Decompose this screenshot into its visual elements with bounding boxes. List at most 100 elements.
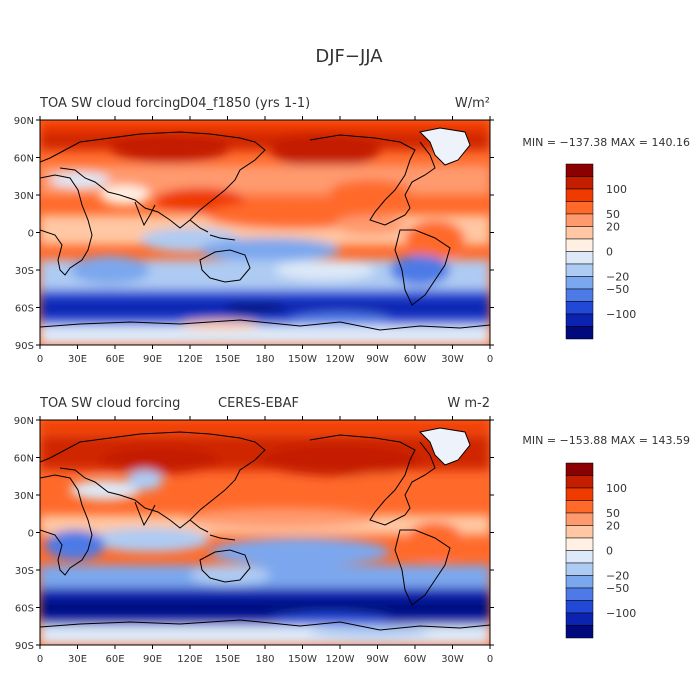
- colorbar-label: −100: [606, 607, 636, 620]
- colorbar-swatch: [565, 288, 594, 302]
- lat-axis-1: 90N 60N 30N 0 30S 60S 90S: [14, 116, 494, 352]
- lon-tick-label: 30W: [441, 354, 464, 365]
- lon-tick-label: 90E: [143, 654, 162, 665]
- lon-tick-label: 150W: [288, 354, 317, 365]
- colorbar-swatch: [565, 625, 594, 639]
- colorbar-label: 0: [606, 246, 613, 259]
- colorbar-swatch: [565, 462, 594, 476]
- lon-tick-label: 0: [37, 354, 43, 365]
- colorbar-swatch: [565, 612, 594, 626]
- coastlines-1: [40, 127, 490, 331]
- lat-tick-label: 90S: [15, 641, 34, 652]
- panel-1-field-label: TOA SW cloud forcing: [39, 96, 180, 111]
- colorbar-swatch: [565, 213, 594, 227]
- lat-tick-label: 30S: [15, 566, 34, 577]
- lat-tick-label: 90N: [14, 116, 34, 127]
- map-panel-2: 90N 60N 30N 0 30S 60S 90S 0 30E 60E 90E 120E 150E 18…: [14, 416, 494, 665]
- figure-title: DJF−JJA: [315, 46, 383, 67]
- lon-tick-label: 30E: [68, 354, 87, 365]
- lon-tick-label: 120W: [326, 654, 355, 665]
- lon-tick-label: 90E: [143, 354, 162, 365]
- colorbar-swatch: [565, 326, 594, 340]
- lon-tick-label: 180: [255, 354, 274, 365]
- colorbar-swatch: [565, 562, 594, 576]
- lon-tick-label: 60W: [404, 354, 427, 365]
- lat-tick-label: 90N: [14, 416, 34, 427]
- colorbar-swatch: [565, 163, 594, 177]
- map-panel-1: 90N 60N 30N 0 30S 60S 90S 0 30E 60E 90E 120E 150E 18…: [14, 116, 494, 365]
- colorbar-swatch: [565, 176, 594, 190]
- panel-2-stats: MIN = −153.88 MAX = 143.59: [522, 434, 690, 447]
- colorbar-swatch: [565, 537, 594, 551]
- colorbar-swatch: [565, 512, 594, 526]
- colorbar-swatch: [565, 188, 594, 202]
- lat-tick-label: 60S: [15, 604, 34, 615]
- colorbar-label: 0: [606, 545, 613, 558]
- lat-tick-label: 60N: [14, 454, 34, 465]
- colorbar-label: −20: [606, 570, 629, 583]
- colorbar-swatch: [565, 525, 594, 539]
- panel-2-units: W m-2: [447, 396, 490, 411]
- colorbar-swatch: [565, 226, 594, 240]
- lat-tick-label: 0: [28, 529, 34, 540]
- colorbar-swatch: [565, 238, 594, 252]
- lon-tick-label: 180: [255, 654, 274, 665]
- colorbar-label: 50: [606, 208, 620, 221]
- colorbar-label: −100: [606, 308, 636, 321]
- colorbar-swatch: [565, 587, 594, 601]
- lon-axis-2: 0 30E 60E 90E 120E 150E 180 150W 120W 90W 60W 30W 0: [37, 416, 493, 665]
- lat-tick-label: 30N: [14, 191, 34, 202]
- colorbar-label: 20: [606, 520, 620, 533]
- lat-tick-label: 0: [28, 229, 34, 240]
- colorbar-label: 100: [606, 482, 627, 495]
- lon-tick-label: 150E: [215, 654, 240, 665]
- lon-tick-label: 120W: [326, 354, 355, 365]
- colorbar-label: −50: [606, 283, 629, 296]
- colorbar-swatch: [565, 475, 594, 489]
- lon-tick-label: 90W: [366, 654, 389, 665]
- lon-tick-label: 90W: [366, 354, 389, 365]
- panel-2-field-label: TOA SW cloud forcing: [39, 396, 180, 411]
- colorbar-swatch: [565, 201, 594, 215]
- field-map-2: [40, 420, 490, 645]
- colorbar-swatch: [565, 500, 594, 514]
- colorbar-swatch: [565, 550, 594, 564]
- colorbar-swatch: [565, 263, 594, 277]
- colorbar-swatch: [565, 575, 594, 589]
- lat-axis-2: 90N 60N 30N 0 30S 60S 90S: [14, 416, 494, 652]
- panel-1-units: W/m²: [455, 96, 490, 111]
- colorbar-swatch: [565, 276, 594, 290]
- lat-tick-label: 30S: [15, 266, 34, 277]
- lon-tick-label: 30E: [68, 654, 87, 665]
- panel-2-case-label: CERES-EBAF: [218, 396, 299, 411]
- lon-tick-label: 60E: [105, 654, 124, 665]
- lon-tick-label: 60E: [105, 354, 124, 365]
- lat-tick-label: 60N: [14, 154, 34, 165]
- lat-tick-label: 60S: [15, 304, 34, 315]
- lon-axis-1: 0 30E 60E 90E 120E 150E 180 150W 120W 90W 60W 30W 0: [37, 116, 493, 365]
- colorbar-label: 100: [606, 183, 627, 196]
- lat-tick-label: 30N: [14, 491, 34, 502]
- colorbar-label: 50: [606, 507, 620, 520]
- lon-tick-label: 120E: [177, 654, 202, 665]
- colorbar-label: −20: [606, 271, 629, 284]
- lon-tick-label: 150E: [215, 354, 240, 365]
- colorbar-swatch: [565, 313, 594, 327]
- colorbar-swatch: [565, 600, 594, 614]
- colorbar-swatch: [565, 487, 594, 501]
- lon-tick-label: 120E: [177, 354, 202, 365]
- panel-1-case-label: D04_f1850 (yrs 1-1): [180, 96, 310, 111]
- lon-tick-label: 0: [37, 654, 43, 665]
- lon-tick-label: 150W: [288, 654, 317, 665]
- field-map-1: [40, 120, 490, 345]
- panel-1-stats: MIN = −137.38 MAX = 140.16: [522, 136, 690, 149]
- colorbar-swatch: [565, 301, 594, 315]
- lon-tick-label: 60W: [404, 654, 427, 665]
- colorbar-label: 20: [606, 221, 620, 234]
- lat-tick-label: 90S: [15, 341, 34, 352]
- lon-tick-label: 30W: [441, 654, 464, 665]
- colorbar-swatch: [565, 251, 594, 265]
